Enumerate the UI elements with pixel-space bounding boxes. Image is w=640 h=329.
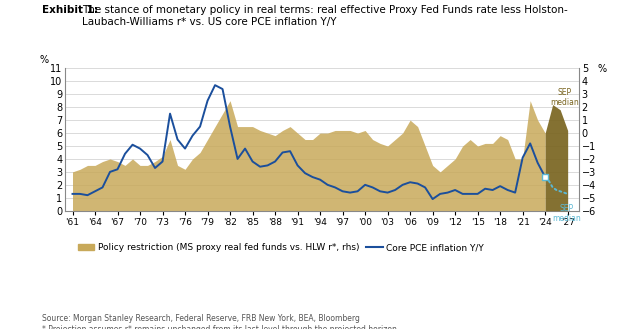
Text: Source: Morgan Stanley Research, Federal Reserve, FRB New York, BEA, Bloomberg
*: Source: Morgan Stanley Research, Federal… <box>42 314 399 329</box>
Text: The stance of monetary policy in real terms: real effective Proxy Fed Funds rate: The stance of monetary policy in real te… <box>82 5 568 27</box>
Text: SEP
median: SEP median <box>552 204 580 223</box>
Text: SEP
median: SEP median <box>550 88 579 107</box>
Text: Exhibit 1:: Exhibit 1: <box>42 5 97 15</box>
Y-axis label: %: % <box>598 64 607 74</box>
Y-axis label: %: % <box>40 56 49 65</box>
Legend: Policy restriction (MS proxy real fed funds vs. HLW r*, rhs), Core PCE inflation: Policy restriction (MS proxy real fed fu… <box>74 240 488 256</box>
